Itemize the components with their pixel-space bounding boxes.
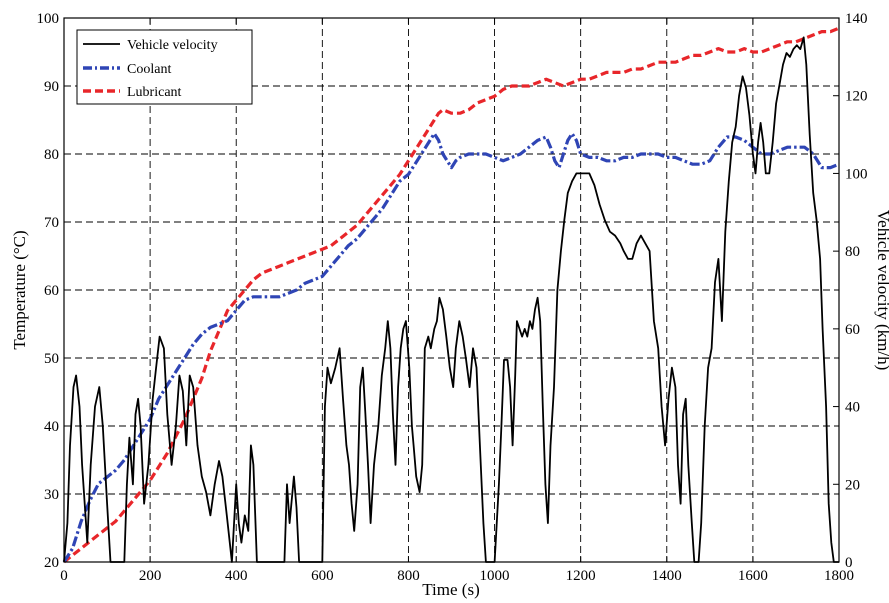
x-axis-title: Time (s) bbox=[422, 580, 479, 599]
y-left-tick-label: 80 bbox=[44, 147, 59, 163]
x-tick-label: 1400 bbox=[652, 568, 682, 584]
axis-ticks: 0 200 400 600 800 1000 1200 1400 1600 18002030405… bbox=[37, 11, 868, 584]
y-axis-left-title: Temperature (°C) bbox=[10, 230, 29, 349]
y-left-tick-label: 40 bbox=[44, 419, 59, 435]
y-left-tick-label: 100 bbox=[37, 11, 60, 27]
y-right-tick-label: 120 bbox=[845, 89, 868, 105]
grid-lines bbox=[64, 18, 839, 562]
y-right-tick-label: 0 bbox=[845, 555, 853, 571]
y-left-tick-label: 50 bbox=[44, 351, 59, 367]
x-tick-label: 200 bbox=[139, 568, 162, 584]
legend: Vehicle velocity Coolant Lubricant bbox=[76, 29, 253, 105]
series-line-lubricant bbox=[63, 26, 840, 564]
x-tick-label: 800 bbox=[397, 568, 420, 584]
series-line-vehicle-velocity bbox=[63, 36, 839, 563]
x-tick-label: 1000 bbox=[480, 568, 510, 584]
x-tick-label: 1600 bbox=[738, 568, 768, 584]
y-left-tick-label: 60 bbox=[44, 283, 59, 299]
y-right-tick-label: 60 bbox=[845, 322, 860, 338]
y-left-tick-label: 30 bbox=[44, 487, 59, 503]
legend-label-lubricant: Lubricant bbox=[127, 85, 182, 100]
y-right-tick-label: 40 bbox=[845, 400, 860, 416]
y-left-tick-label: 70 bbox=[44, 215, 59, 231]
y-right-tick-label: 140 bbox=[845, 11, 868, 27]
x-tick-label: 400 bbox=[225, 568, 248, 584]
series-layer bbox=[62, 26, 840, 564]
y-left-tick-label: 20 bbox=[44, 555, 59, 571]
x-tick-label: 0 bbox=[60, 568, 68, 584]
x-tick-label: 1200 bbox=[566, 568, 596, 584]
x-tick-label: 600 bbox=[311, 568, 334, 584]
y-right-tick-label: 20 bbox=[845, 477, 860, 493]
y-right-tick-label: 80 bbox=[845, 244, 860, 260]
x-tick-label: 1800 bbox=[824, 568, 854, 584]
y-right-tick-label: 100 bbox=[845, 166, 868, 182]
y-left-tick-label: 90 bbox=[44, 79, 59, 95]
legend-label-coolant: Coolant bbox=[127, 62, 171, 77]
y-axis-right-title: Vehicle velocity (km/h) bbox=[874, 210, 889, 371]
legend-label-velocity: Vehicle velocity bbox=[127, 38, 218, 53]
